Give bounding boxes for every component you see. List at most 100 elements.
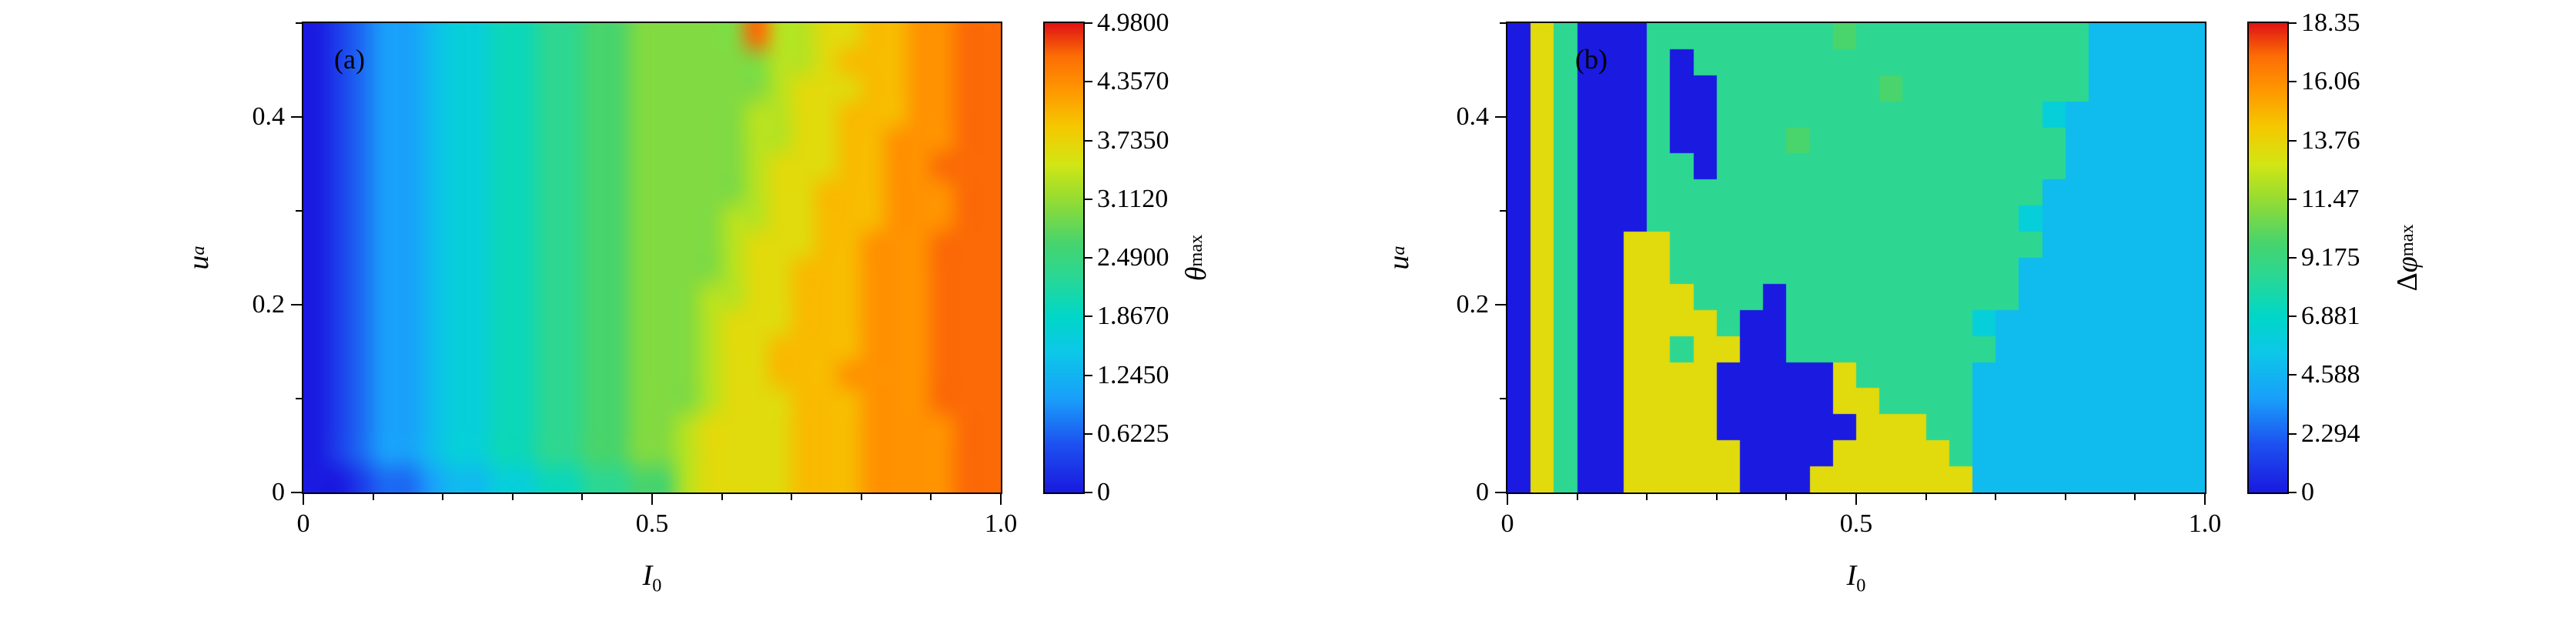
colorbar-tick-label: 1.2450 (1097, 360, 1169, 389)
x-minor-tick (1576, 494, 1578, 500)
x-major-tick (1000, 494, 1002, 505)
heatmap-a (303, 23, 1001, 492)
colorbar-tick (1085, 374, 1092, 376)
x-tick-label: 0.5 (1839, 509, 1873, 538)
x-minor-tick (860, 494, 862, 500)
y-tick-label: 0 (272, 478, 285, 506)
x-minor-tick (721, 494, 723, 500)
colorbar-tick-label: 0.6225 (1097, 419, 1169, 448)
x-major-tick (303, 494, 304, 505)
y-major-tick (1495, 304, 1506, 305)
y-axis-title-sub-a: a (188, 245, 209, 255)
x-minor-tick (581, 494, 584, 500)
colorbar-tick (1085, 316, 1092, 318)
y-axis-title-main-b: u (1383, 255, 1415, 270)
y-minor-tick (1500, 22, 1506, 24)
colorbar-a (1045, 23, 1083, 492)
x-minor-tick (372, 494, 374, 500)
colorbar-tick-label: 6.881 (2301, 302, 2360, 331)
panel-label-b: (b) (1575, 44, 1607, 75)
colorbar-tick-label: 1.8670 (1097, 302, 1169, 331)
x-minor-tick (1925, 494, 1927, 500)
panel-label-a: (a) (334, 44, 365, 75)
y-major-tick (291, 304, 302, 305)
colorbar-tick (2289, 257, 2297, 259)
colorbar-tick (2289, 374, 2297, 376)
x-major-tick (1855, 494, 1857, 505)
colorbar-tick-label: 9.175 (2301, 243, 2360, 272)
x-minor-tick (1715, 494, 1718, 500)
colorbar-tick-label: 3.7350 (1097, 125, 1169, 155)
x-minor-tick (791, 494, 793, 500)
colorbar-tick-label: 2.4900 (1097, 243, 1169, 272)
colorbar-tick-label: 3.1120 (1097, 184, 1169, 213)
colorbar-b (2249, 23, 2287, 492)
colorbar-tick-label: 4.9800 (1097, 8, 1169, 37)
y-tick-label: 0.2 (252, 290, 286, 319)
heatmap-b (1507, 23, 2205, 492)
y-axis-title-main-a: u (182, 255, 215, 270)
y-minor-tick (296, 210, 302, 212)
colorbar-tick (2289, 22, 2297, 24)
colorbar-tick (2289, 198, 2297, 200)
x-minor-tick (1995, 494, 1997, 500)
x-axis-title-main-a: I (642, 559, 653, 592)
y-tick-label: 0.4 (252, 102, 286, 131)
x-axis-title-sub-a: 0 (652, 575, 662, 596)
y-minor-tick (1500, 210, 1506, 212)
colorbar-tick (2289, 432, 2297, 435)
x-minor-tick (511, 494, 514, 500)
colorbar-tick-label: 4.588 (2301, 360, 2360, 389)
colorbar-tick-label: 0 (1097, 478, 1110, 506)
x-tick-label: 1.0 (984, 509, 1018, 538)
colorbar-tick-label: 0 (2301, 478, 2314, 506)
colorbar-tick (1085, 81, 1092, 83)
colorbar-tick-label: 13.76 (2301, 125, 2360, 155)
colorbar-tick-label: 16.06 (2301, 67, 2360, 96)
y-axis-title-sub-b: a (1388, 245, 1409, 255)
x-major-tick (2204, 494, 2206, 505)
colorbar-tick (2289, 81, 2297, 83)
y-minor-tick (1500, 398, 1506, 399)
x-axis-title-a: I0 (303, 559, 1001, 597)
y-minor-tick (296, 398, 302, 399)
colorbar-title-pre-b: Δ (2391, 272, 2424, 292)
colorbar-tick (1085, 492, 1092, 493)
y-major-tick (1495, 492, 1506, 493)
colorbar-tick-label: 18.35 (2301, 8, 2360, 37)
x-tick-label: 1.0 (2188, 509, 2222, 538)
colorbar-tick (2289, 316, 2297, 318)
colorbar-tick (2289, 139, 2297, 142)
y-tick-label: 0.2 (1456, 290, 1490, 319)
colorbar-tick (1085, 432, 1092, 435)
x-tick-label: 0.5 (635, 509, 669, 538)
x-tick-label: 0 (296, 509, 310, 538)
x-minor-tick (1785, 494, 1788, 500)
x-axis-title-b: I0 (1507, 559, 2205, 597)
y-tick-label: 0 (1476, 478, 1489, 506)
y-major-tick (291, 116, 302, 118)
colorbar-tick (1085, 198, 1092, 200)
colorbar-tick-label: 11.47 (2301, 184, 2360, 213)
colorbar-tick (1085, 22, 1092, 24)
x-axis-title-main-b: I (1846, 559, 1857, 592)
colorbar-tick-label: 2.294 (2301, 419, 2360, 448)
y-tick-label: 0.4 (1456, 102, 1490, 131)
x-major-tick (1507, 494, 1508, 505)
x-minor-tick (1646, 494, 1648, 500)
x-major-tick (651, 494, 653, 505)
colorbar-tick (1085, 139, 1092, 142)
y-major-tick (1495, 116, 1506, 118)
colorbar-tick-label: 4.3570 (1097, 67, 1169, 96)
x-minor-tick (442, 494, 444, 500)
colorbar-tick (2289, 492, 2297, 493)
x-minor-tick (2064, 494, 2066, 500)
y-major-tick (291, 492, 302, 493)
x-tick-label: 0 (1500, 509, 1514, 538)
x-axis-title-sub-b: 0 (1856, 575, 1866, 596)
y-minor-tick (296, 22, 302, 24)
x-minor-tick (2134, 494, 2136, 500)
